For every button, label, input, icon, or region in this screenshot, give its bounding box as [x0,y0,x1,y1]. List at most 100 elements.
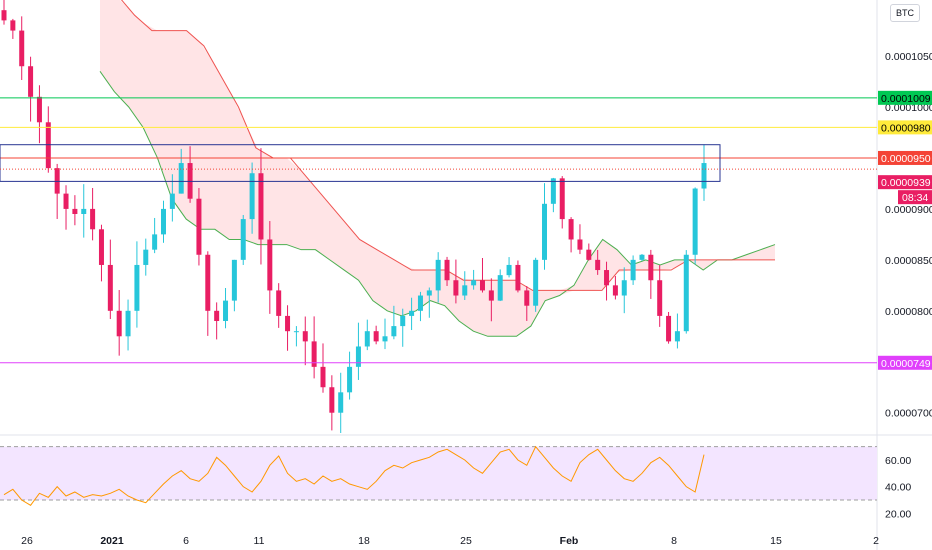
candle-body [568,219,574,240]
price-tick-label: 0.0000700 [885,408,932,420]
green-level-tag-bg [878,90,932,105]
candle-body [462,285,468,296]
candle-body [134,264,140,311]
candle-body [612,285,618,296]
candle-body [586,249,592,260]
candle-body [417,295,423,311]
candle-body [409,310,415,316]
candle-body [169,193,175,209]
candle-body [604,270,610,286]
horizontal-levels [0,97,877,364]
candle-body [231,259,237,301]
countdown-tag-bg [898,190,932,205]
candle-body [329,387,335,413]
rsi-panel [0,445,877,506]
candle-body [497,275,503,301]
time-tick-label: 2 [873,535,879,547]
candle-body [116,310,122,337]
candle-body [302,331,308,342]
candle-body [347,366,353,393]
candle-body [426,290,432,296]
candle-body [54,168,60,194]
candle-body [382,336,388,342]
magenta-level-tag-bg [878,355,932,370]
candle-body [285,315,291,332]
candle-body [435,259,441,291]
last-price-tag: 0.0000939 [881,177,931,189]
price-tick-label: 0.0001050 [885,51,932,63]
time-tick-label: 2021 [100,535,124,547]
green-level-tag: 0.0001009 [881,93,931,105]
candle-body [630,259,636,281]
time-tick-label: 8 [671,535,677,547]
candle-body [90,208,96,230]
candle-body [28,66,34,97]
candle-body [621,280,627,296]
candle-body [311,341,317,367]
last-price-tag-bg [878,175,932,190]
candle-body [125,310,131,337]
candle-body [559,178,565,220]
candle-body [364,331,370,347]
candle-body [524,290,530,306]
candle-body [355,346,361,367]
candles [1,0,707,433]
magenta-level-tag: 0.0000749 [881,358,931,370]
candle-body [63,193,69,209]
candle-body [391,326,397,337]
rsi-tick-label: 40.00 [885,482,911,494]
candle-body [72,208,78,214]
price-tick-label: 0.0000850 [885,255,932,267]
candle-body [143,249,149,265]
yellow-level-tag-bg [878,120,932,135]
candle-body [542,203,548,260]
candle-body [453,280,459,296]
candle-body [648,254,654,281]
candle-body [1,10,7,21]
candle-body [45,122,51,169]
candle-body [639,254,645,260]
candle-body [196,198,202,255]
candle-body [205,254,211,311]
candle-body [107,264,113,311]
candle-body [223,300,229,321]
time-tick-label: 25 [460,535,472,547]
candle-body [692,188,698,255]
candle-body [506,264,512,276]
yellow-level-tag: 0.0000980 [881,122,931,134]
candle-body [674,331,680,342]
symbol-button[interactable]: BTC [890,4,920,22]
rsi-band [0,446,877,500]
rsi-tick-label: 60.00 [885,455,911,467]
candle-body [293,331,299,333]
span-a-line [99,71,776,337]
candle-body [657,280,663,316]
candle-body [595,259,601,271]
time-tick-label: 18 [358,535,370,547]
candle-body [276,290,282,316]
candle-body [160,208,166,235]
candle-body [240,219,246,260]
candle-body [267,239,273,291]
candle-body [683,254,689,332]
red-level-tag: 0.0000950 [881,153,931,165]
candle-body [338,392,344,413]
rsi-axis: 60.00 40.00 20.00 [885,455,911,520]
price-tick-label: 0.0001000 [885,102,932,114]
candle-body [577,239,583,250]
candle-body [214,310,220,321]
candle-body [36,96,42,123]
candle-body [373,331,379,342]
candle-body [400,315,406,327]
candle-body [258,173,264,240]
candle-body [249,173,255,220]
candle-body [444,259,450,281]
candle-body [533,259,539,306]
candle-body [488,290,494,301]
price-tick-label: 0.0000900 [885,204,932,216]
cloud-fill [100,0,775,337]
range-box [0,144,721,182]
price-tags: 0.0001009 0.0000980 0.0000950 0.0000939 0.00… [878,90,932,370]
candle-body [81,208,87,214]
